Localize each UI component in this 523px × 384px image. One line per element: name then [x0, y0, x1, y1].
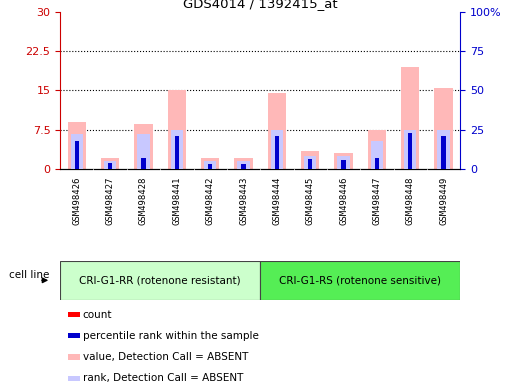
- Bar: [242, 164, 246, 169]
- Bar: [134, 124, 153, 169]
- Bar: [108, 165, 112, 169]
- Bar: [304, 156, 316, 169]
- Bar: [342, 159, 346, 169]
- Bar: [375, 158, 379, 169]
- Bar: [435, 88, 453, 169]
- Bar: [404, 129, 416, 169]
- Bar: [104, 161, 117, 169]
- Bar: [141, 158, 145, 169]
- Bar: [368, 129, 386, 169]
- Text: GSM498449: GSM498449: [439, 176, 448, 225]
- Bar: [108, 163, 112, 169]
- Bar: [234, 159, 253, 169]
- Bar: [141, 156, 146, 169]
- Bar: [334, 153, 353, 169]
- Text: GSM498445: GSM498445: [306, 176, 315, 225]
- Bar: [408, 133, 412, 169]
- Text: GSM498442: GSM498442: [206, 176, 214, 225]
- Text: cell line: cell line: [9, 270, 49, 280]
- Bar: [270, 129, 283, 169]
- Bar: [204, 161, 217, 169]
- Bar: [408, 129, 413, 169]
- Bar: [68, 354, 80, 359]
- Bar: [308, 159, 312, 169]
- Bar: [301, 151, 320, 169]
- Text: GSM498427: GSM498427: [106, 176, 115, 225]
- Bar: [401, 67, 419, 169]
- Bar: [168, 90, 186, 169]
- Bar: [275, 132, 279, 169]
- Bar: [241, 165, 246, 169]
- Bar: [441, 132, 446, 169]
- Bar: [170, 129, 183, 169]
- Bar: [260, 261, 460, 300]
- Bar: [208, 165, 213, 169]
- Bar: [67, 122, 86, 169]
- Text: GSM498448: GSM498448: [406, 176, 415, 225]
- Bar: [68, 312, 80, 317]
- Bar: [374, 156, 379, 169]
- Text: percentile rank within the sample: percentile rank within the sample: [83, 331, 258, 341]
- Text: GSM498441: GSM498441: [173, 176, 181, 225]
- Text: value, Detection Call = ABSENT: value, Detection Call = ABSENT: [83, 352, 248, 362]
- Bar: [174, 132, 179, 169]
- Text: GSM498428: GSM498428: [139, 176, 148, 225]
- Text: GSM498446: GSM498446: [339, 176, 348, 225]
- Text: GSM498444: GSM498444: [272, 176, 281, 225]
- Bar: [437, 129, 450, 169]
- Bar: [208, 164, 212, 169]
- Bar: [68, 376, 80, 381]
- Bar: [137, 134, 150, 169]
- Text: CRI-G1-RR (rotenone resistant): CRI-G1-RR (rotenone resistant): [79, 275, 241, 285]
- Bar: [268, 93, 286, 169]
- Text: GSM498443: GSM498443: [239, 176, 248, 225]
- Bar: [275, 136, 279, 169]
- Bar: [175, 136, 179, 169]
- Bar: [71, 134, 83, 169]
- Text: GSM498426: GSM498426: [72, 176, 81, 225]
- Bar: [60, 261, 260, 300]
- Bar: [337, 156, 350, 169]
- Bar: [75, 141, 79, 169]
- Bar: [371, 141, 383, 169]
- Bar: [201, 159, 219, 169]
- Bar: [237, 161, 250, 169]
- Bar: [101, 159, 119, 169]
- Title: GDS4014 / 1392415_at: GDS4014 / 1392415_at: [183, 0, 337, 10]
- Bar: [441, 136, 446, 169]
- Bar: [308, 161, 313, 169]
- Text: count: count: [83, 310, 112, 320]
- Text: CRI-G1-RS (rotenone sensitive): CRI-G1-RS (rotenone sensitive): [279, 275, 441, 285]
- Text: GSM498447: GSM498447: [372, 176, 381, 225]
- Bar: [341, 161, 346, 169]
- Text: rank, Detection Call = ABSENT: rank, Detection Call = ABSENT: [83, 373, 243, 383]
- Bar: [68, 333, 80, 338]
- Bar: [74, 153, 79, 169]
